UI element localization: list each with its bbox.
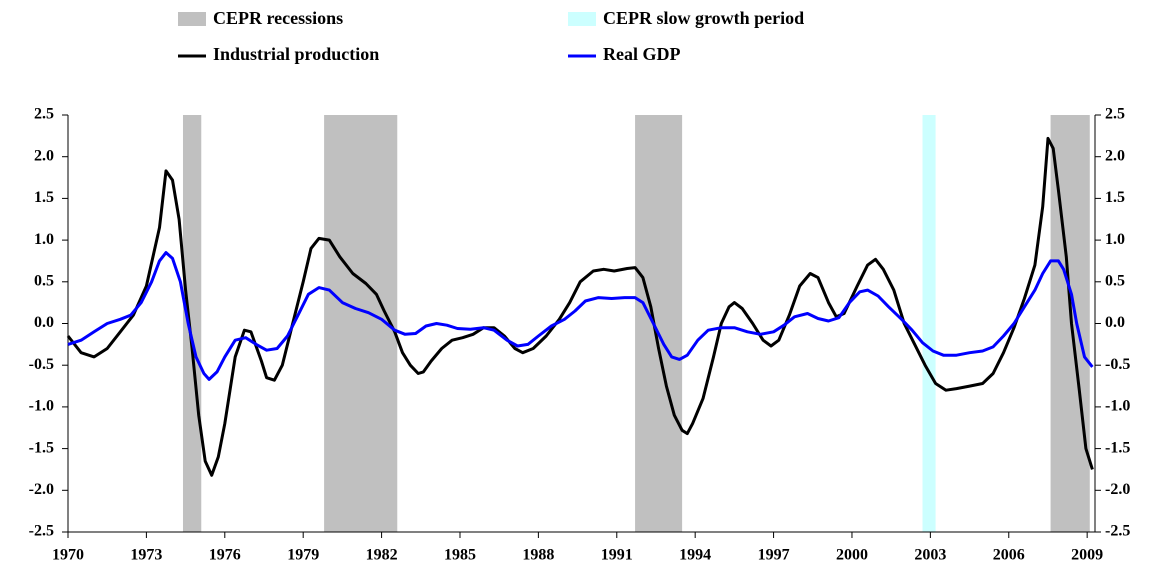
y-tick-label: -2.0 [29,481,54,498]
x-tick-label: 1976 [209,547,241,564]
x-tick-label: 1988 [522,547,554,564]
y-tick-label: 2.0 [34,147,54,164]
y-tick-label: -1.5 [29,439,54,456]
x-tick-label: 1991 [601,547,633,564]
legend-label: Industrial production [213,44,379,64]
y-tick-label: 0.5 [34,272,54,289]
x-tick-label: 1994 [679,547,711,564]
y-tick-label: -2.5 [29,523,54,540]
x-tick-label: 1970 [52,547,84,564]
x-tick-label: 2000 [836,547,868,564]
legend-label: Real GDP [603,44,680,64]
y-tick-label: -0.5 [29,356,54,373]
x-tick-label: 1979 [287,547,319,564]
legend-swatch [568,12,596,26]
x-tick-label: 2009 [1071,547,1103,564]
x-tick-label: 2003 [914,547,946,564]
y2-tick-label: -1.5 [1105,439,1130,456]
legend: CEPR recessions CEPR slow growth period … [178,8,804,64]
series-line [67,251,1094,381]
x-tick-label: 1985 [444,547,476,564]
band [922,115,936,532]
band [182,115,202,532]
y2-tick-label: 0.0 [1105,314,1125,331]
series-line [66,136,1094,477]
x-tick-label: 2006 [993,547,1025,564]
y2-tick-label: 1.5 [1105,189,1125,206]
y2-tick-label: -1.0 [1105,398,1130,415]
y2-tick-label: 1.0 [1105,231,1125,248]
y2-tick-label: -2.5 [1105,523,1130,540]
x-tick-label: 1997 [758,547,790,564]
y2-tick-label: 0.5 [1105,272,1125,289]
y2-tick-label: -0.5 [1105,356,1130,373]
y-tick-label: 2.5 [34,106,54,123]
y2-tick-label: 2.0 [1105,147,1125,164]
y-tick-label: -1.0 [29,398,54,415]
y-tick-label: 1.0 [34,231,54,248]
x-tick-label: 1973 [130,547,162,564]
x-tick-label: 1982 [366,547,398,564]
y2-tick-label: 2.5 [1105,106,1125,123]
y2-tick-label: -2.0 [1105,481,1130,498]
y-tick-label: 1.5 [34,189,54,206]
legend-label: CEPR recessions [213,8,343,28]
band [635,115,683,532]
legend-swatch [178,12,206,26]
y-tick-label: 0.0 [34,314,54,331]
legend-label: CEPR slow growth period [603,8,804,28]
